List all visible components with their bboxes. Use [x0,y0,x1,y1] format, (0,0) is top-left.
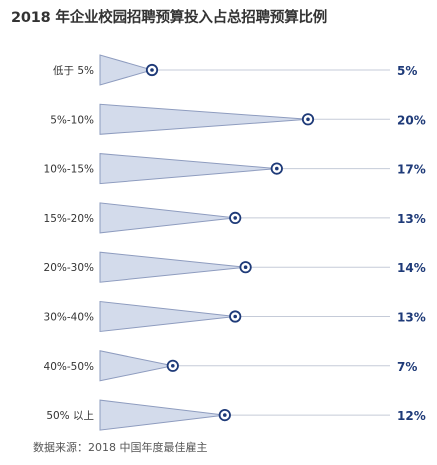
category-label: 20%-30% [44,262,94,274]
chart-row: 50% 以上 12% [46,399,426,431]
value-marker-dot [306,117,310,122]
value-label: 5% [397,64,417,78]
bar-triangle [99,399,225,431]
value-label: 13% [397,212,426,226]
value-label: 17% [397,163,426,177]
value-marker-dot [275,166,279,171]
bar-triangle [99,350,173,382]
bar-triangle [99,300,236,333]
chart-row: 10%-15% 17% [44,153,426,185]
category-label: 低于 5% [53,64,94,77]
chart-title: 2018 年企业校园招聘预算投入占总招聘预算比例 [11,10,328,26]
chart-row: 30%-40% 13% [44,300,426,333]
bar-triangle [99,251,246,283]
value-marker-dot [233,216,237,220]
category-label: 40%-50% [44,361,94,373]
chart-rows: 低于 5% 5% 5%-10% 20% 10%-15% 17% 15%-20% 13% 20%-… [44,54,426,431]
chart-row: 低于 5% 5% [53,54,417,86]
value-marker-dot [223,413,227,417]
value-label: 20% [397,113,426,127]
category-label: 30%-40% [44,312,94,324]
value-marker-dot [233,314,237,319]
category-label: 50% 以上 [46,410,94,422]
value-label: 7% [397,360,417,374]
chart-row: 20%-30% 14% [44,251,426,283]
category-label: 5%-10% [50,114,94,126]
bar-triangle [99,153,277,185]
chart-row: 40%-50% 7% [44,350,417,382]
value-label: 13% [397,311,426,325]
bar-triangle [99,54,154,86]
category-label: 15%-20% [44,213,94,225]
value-marker-dot [243,265,248,270]
value-label: 14% [397,261,426,275]
chart-row: 5%-10% 20% [50,103,426,135]
bar-triangle [99,103,309,135]
data-source-note: 数据来源：2018 中国年度最佳雇主 [33,441,208,454]
bar-triangle [99,202,236,234]
chart-row: 15%-20% 13% [44,202,426,234]
value-label: 12% [397,409,426,423]
value-marker-dot [171,364,175,368]
value-marker-dot [150,68,154,72]
category-label: 10%-15% [44,164,94,176]
